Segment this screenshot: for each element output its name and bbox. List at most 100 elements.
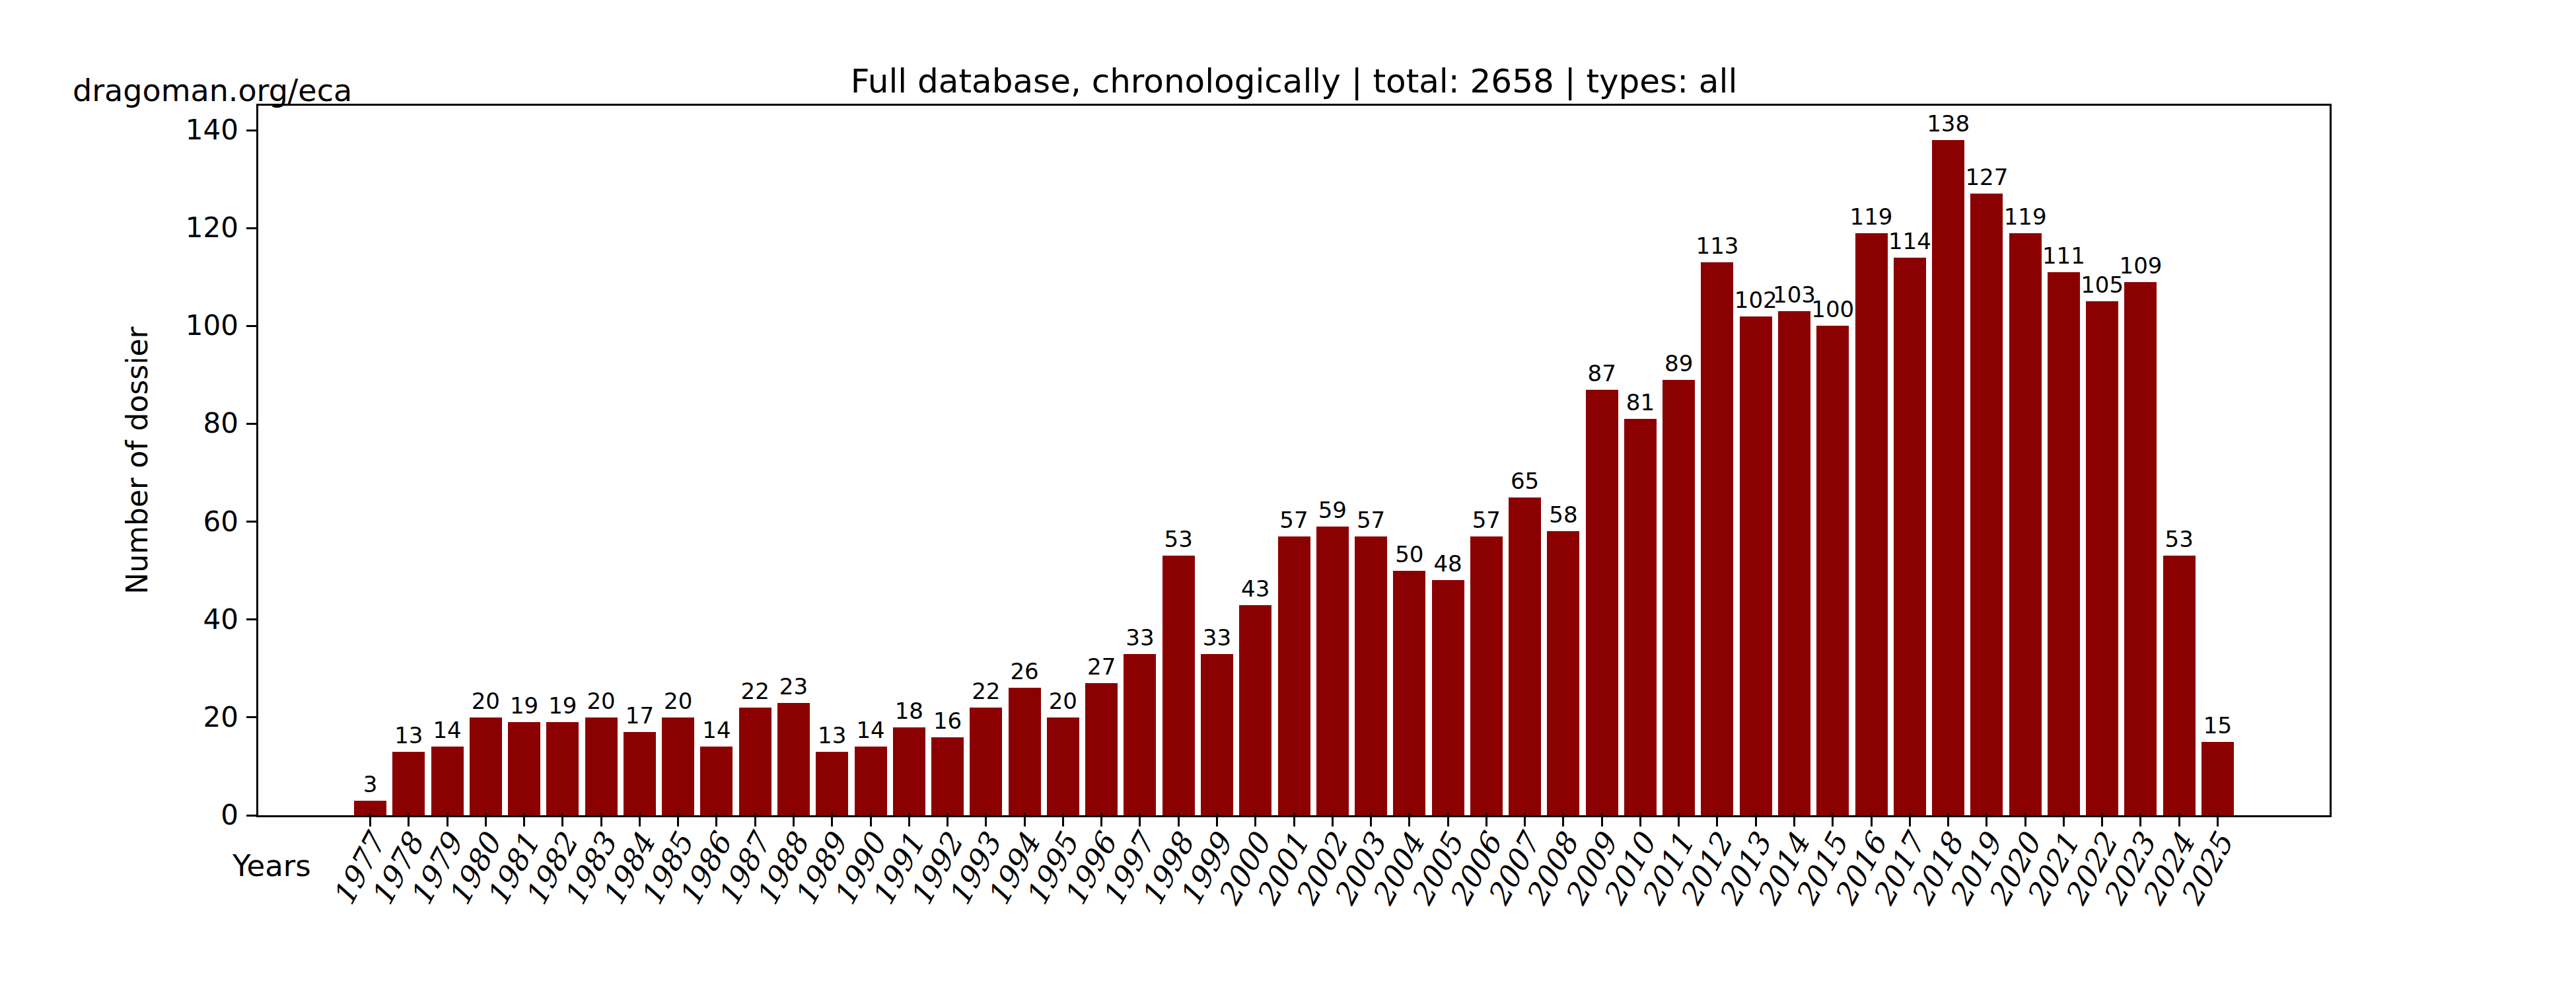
bar-value-label: 127 bbox=[1965, 166, 2008, 188]
x-tick bbox=[1254, 813, 1256, 826]
bar-value-label: 50 bbox=[1395, 543, 1423, 566]
bar-1993 bbox=[970, 708, 1002, 815]
x-tick bbox=[1024, 813, 1026, 826]
y-tick bbox=[246, 716, 256, 718]
x-tick bbox=[1139, 813, 1141, 826]
x-tick bbox=[1062, 813, 1064, 826]
bar-value-label: 111 bbox=[2042, 244, 2085, 267]
x-tick bbox=[447, 813, 448, 826]
bar-2021 bbox=[2048, 272, 2080, 815]
x-tick bbox=[1601, 813, 1603, 826]
bar-2013 bbox=[1740, 316, 1772, 816]
bar-value-label: 22 bbox=[741, 680, 769, 702]
bar-value-label: 81 bbox=[1626, 391, 1655, 414]
bar-2025 bbox=[2201, 742, 2234, 815]
y-tick bbox=[246, 815, 256, 817]
x-tick bbox=[2139, 813, 2141, 826]
x-tick bbox=[947, 813, 948, 826]
bar-value-label: 58 bbox=[1549, 503, 1577, 526]
bar-1992 bbox=[931, 737, 964, 816]
bar-1981 bbox=[508, 722, 540, 815]
bar-1998 bbox=[1163, 556, 1195, 815]
bar-value-label: 20 bbox=[587, 690, 615, 712]
x-tick bbox=[831, 813, 833, 826]
x-tick bbox=[870, 813, 872, 826]
bar-value-label: 17 bbox=[626, 704, 654, 727]
bar-1995 bbox=[1047, 717, 1079, 815]
x-tick bbox=[561, 813, 563, 826]
bar-1994 bbox=[1009, 688, 1041, 815]
bar-1978 bbox=[392, 752, 425, 815]
x-tick bbox=[1832, 813, 1834, 826]
bar-value-label: 14 bbox=[702, 719, 731, 741]
x-tick bbox=[1716, 813, 1718, 826]
bar-2004 bbox=[1393, 571, 1425, 815]
bar-2011 bbox=[1663, 380, 1695, 815]
bar-value-label: 19 bbox=[510, 694, 538, 717]
x-tick bbox=[1100, 813, 1102, 826]
bar-2018 bbox=[1932, 140, 1964, 815]
bar-value-label: 33 bbox=[1126, 626, 1154, 649]
bar-2007 bbox=[1509, 497, 1541, 815]
x-tick bbox=[485, 813, 487, 826]
x-tick bbox=[2178, 813, 2180, 826]
bar-value-label: 119 bbox=[1850, 205, 1893, 228]
x-tick bbox=[1485, 813, 1487, 826]
bar-value-label: 105 bbox=[2081, 274, 2124, 296]
bar-value-label: 26 bbox=[1010, 660, 1038, 682]
bar-1984 bbox=[624, 732, 656, 815]
y-axis-label: Number of dossier bbox=[120, 326, 154, 594]
bar-2017 bbox=[1894, 258, 1926, 815]
x-tick bbox=[1447, 813, 1449, 826]
x-tick bbox=[985, 813, 987, 826]
bar-value-label: 3 bbox=[363, 773, 378, 795]
x-tick bbox=[1639, 813, 1641, 826]
bar-value-label: 20 bbox=[1049, 690, 1077, 712]
bar-value-label: 14 bbox=[433, 719, 461, 741]
y-tick bbox=[246, 325, 256, 327]
y-tick bbox=[246, 618, 256, 620]
x-tick bbox=[1947, 813, 1949, 826]
y-tick bbox=[246, 227, 256, 229]
bar-value-label: 103 bbox=[1773, 283, 1816, 306]
bar-1985 bbox=[662, 717, 694, 815]
bar-2012 bbox=[1701, 262, 1733, 815]
x-tick bbox=[1293, 813, 1295, 826]
bar-value-label: 13 bbox=[818, 724, 846, 747]
bar-1979 bbox=[431, 747, 464, 815]
bar-2015 bbox=[1816, 326, 1849, 815]
bar-value-label: 48 bbox=[1433, 552, 1462, 575]
bar-value-label: 20 bbox=[472, 690, 500, 712]
bar-value-label: 113 bbox=[1696, 235, 1739, 257]
bar-value-label: 27 bbox=[1087, 655, 1116, 678]
bar-2023 bbox=[2124, 282, 2157, 815]
bar-2022 bbox=[2086, 301, 2118, 815]
bar-value-label: 53 bbox=[1164, 528, 1193, 550]
x-tick bbox=[369, 813, 371, 826]
bar-2008 bbox=[1547, 531, 1579, 815]
y-tick bbox=[246, 129, 256, 131]
bar-value-label: 43 bbox=[1241, 577, 1270, 600]
bar-value-label: 23 bbox=[779, 675, 808, 698]
x-tick bbox=[1178, 813, 1180, 826]
bar-value-label: 119 bbox=[2004, 205, 2047, 228]
x-tick bbox=[754, 813, 756, 826]
bar-value-label: 87 bbox=[1588, 362, 1616, 385]
bar-2002 bbox=[1316, 527, 1349, 815]
bar-value-label: 109 bbox=[2120, 254, 2163, 277]
bar-1989 bbox=[816, 752, 848, 815]
x-tick bbox=[639, 813, 641, 826]
bar-2001 bbox=[1278, 536, 1310, 815]
bar-2006 bbox=[1470, 536, 1503, 815]
x-axis-label: Years bbox=[233, 848, 311, 883]
bar-value-label: 16 bbox=[933, 710, 962, 732]
bar-2016 bbox=[1855, 233, 1888, 815]
x-tick bbox=[2024, 813, 2026, 826]
bar-value-label: 57 bbox=[1357, 509, 1385, 531]
bar-1986 bbox=[700, 747, 733, 815]
x-tick bbox=[1986, 813, 1987, 826]
x-tick bbox=[793, 813, 795, 826]
x-tick bbox=[408, 813, 410, 826]
bar-2010 bbox=[1624, 419, 1657, 815]
y-tick-label: 60 bbox=[146, 506, 238, 538]
